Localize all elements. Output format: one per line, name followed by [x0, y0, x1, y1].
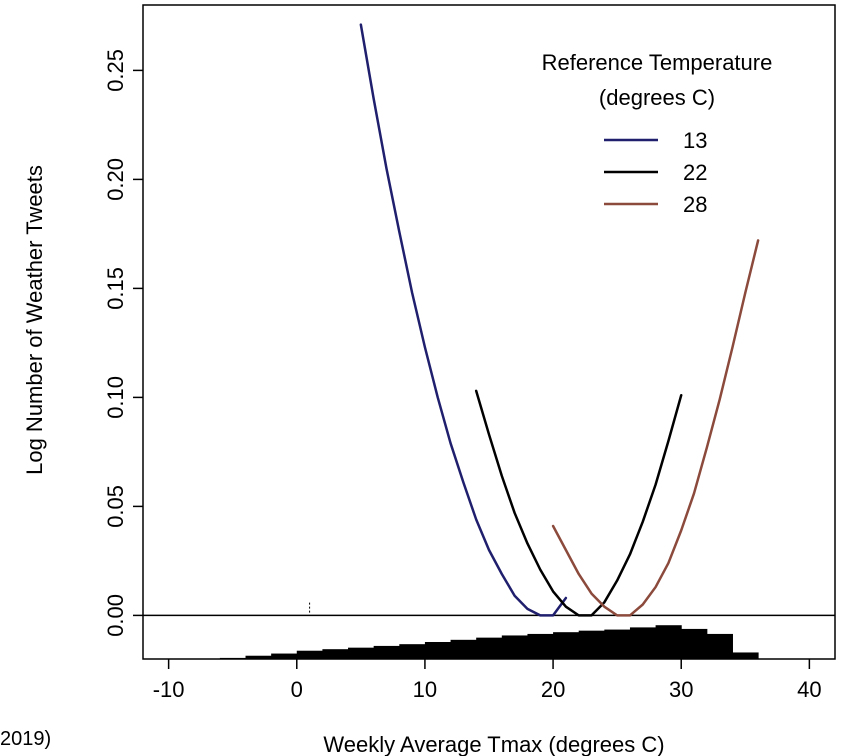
y-axis: 0.00 0.05 0.10 0.15 0.20 0.25 [103, 49, 143, 637]
x-tick-label-4: 30 [669, 677, 693, 702]
y-axis-label: Log Number of Weather Tweets [22, 165, 47, 475]
histogram-bar-11 [501, 635, 528, 659]
series-line-22 [474, 389, 683, 617]
histogram-bar-16 [629, 627, 657, 659]
series-lines [359, 23, 760, 617]
x-tick-label-1: 0 [291, 677, 303, 702]
histogram-bar-18 [681, 628, 708, 659]
legend-title-line1: Reference Temperature [542, 50, 773, 75]
histogram-bar-13 [553, 632, 580, 659]
histogram-bar-1 [245, 655, 272, 659]
x-tick-label-3: 20 [541, 677, 565, 702]
histogram-bar-0 [219, 657, 247, 659]
histogram-bar-15 [604, 629, 631, 659]
cropped-caption-fragment: 2019) [0, 728, 52, 750]
y-tick-label-1: 0.05 [103, 485, 128, 528]
series-line-28 [551, 239, 760, 617]
histogram-bar-17 [655, 625, 682, 659]
histogram-bar-9 [450, 639, 477, 659]
histogram-bar-3 [296, 650, 323, 659]
legend-label-22: 22 [683, 160, 707, 185]
histogram-bar-12 [527, 633, 554, 659]
histogram [219, 625, 759, 659]
histogram-bar-5 [348, 647, 375, 659]
y-tick-label-2: 0.10 [103, 376, 128, 419]
histogram-bar-2 [271, 653, 298, 659]
legend-title-line2: (degrees C) [599, 85, 715, 110]
y-tick-label-4: 0.20 [103, 158, 128, 201]
x-axis: -10 0 10 20 30 40 [153, 659, 822, 702]
x-axis-label: Weekly Average Tmax (degrees C) [323, 732, 664, 756]
legend-label-13: 13 [683, 128, 707, 153]
histogram-bar-19 [706, 633, 733, 659]
histogram-bar-4 [322, 649, 349, 659]
histogram-bar-14 [578, 630, 605, 659]
y-tick-label-3: 0.15 [103, 267, 128, 310]
plot-frame [142, 4, 836, 660]
histogram-bar-10 [476, 637, 503, 659]
histogram-bar-20 [732, 652, 759, 659]
series-line-13 [359, 23, 568, 617]
x-tick-label-5: 40 [797, 677, 821, 702]
legend-label-28: 28 [683, 192, 707, 217]
histogram-bar-7 [399, 644, 426, 659]
histogram-bar-6 [373, 645, 400, 659]
y-tick-label-0: 0.00 [103, 594, 128, 637]
x-tick-label-2: 10 [413, 677, 437, 702]
x-tick-label-0: -10 [153, 677, 185, 702]
legend: Reference Temperature (degrees C) 13 22 28 [542, 50, 773, 217]
histogram-bar-8 [424, 641, 452, 659]
y-tick-label-5: 0.25 [103, 49, 128, 92]
